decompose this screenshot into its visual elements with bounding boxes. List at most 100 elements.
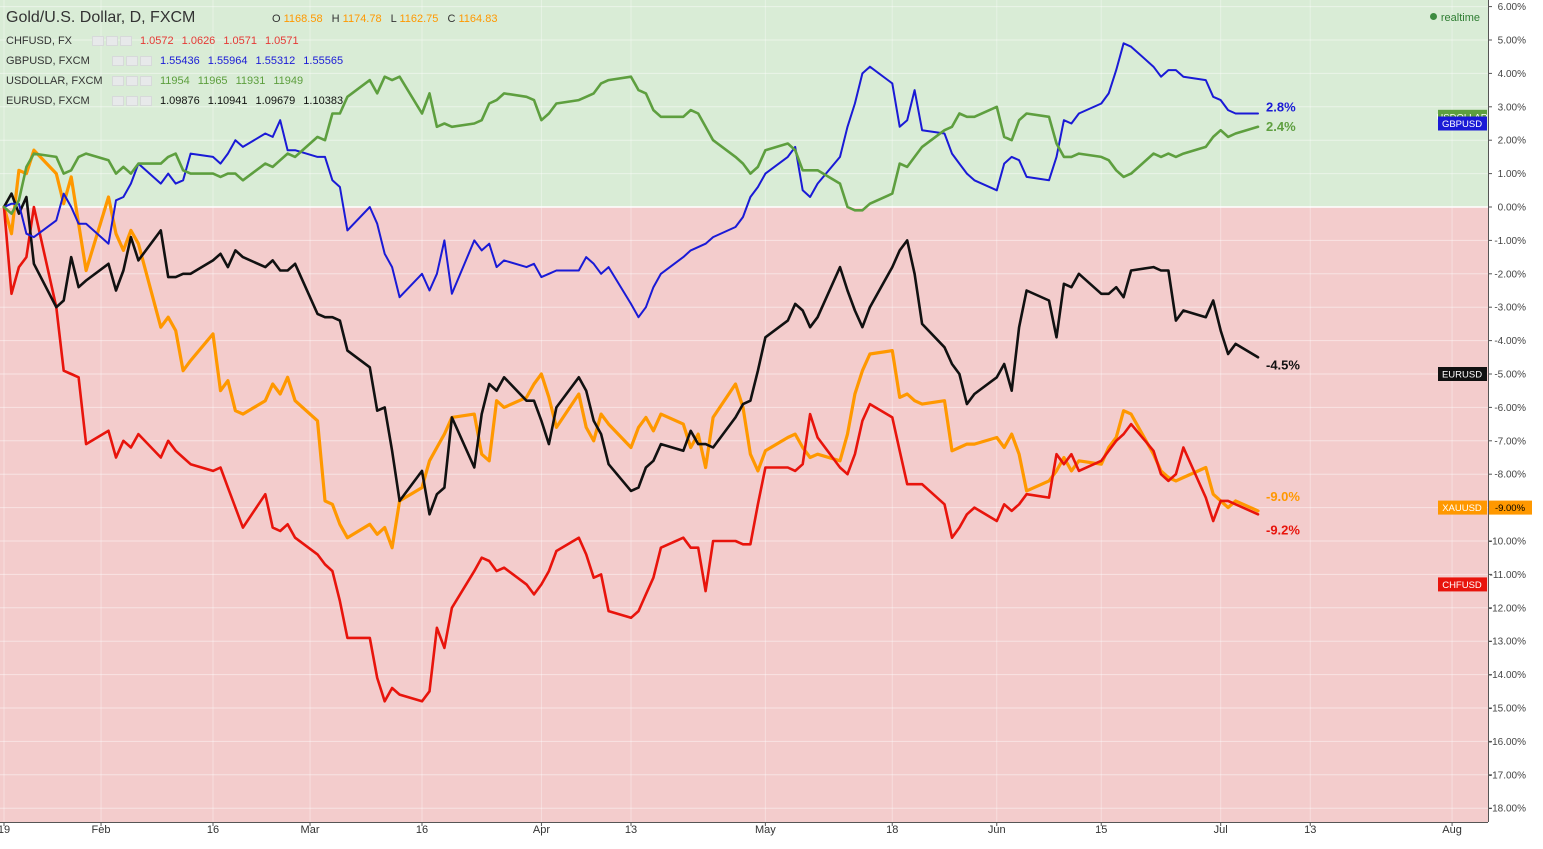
series-end-label-chfusd: -9.2%	[1266, 522, 1300, 537]
x-tick-label: 16	[207, 824, 219, 836]
x-tick-label: 13	[1304, 824, 1316, 836]
x-tick-label: Apr	[533, 824, 550, 836]
zone-negative	[0, 207, 1488, 822]
series-line-usdollar[interactable]	[2, 75, 1260, 215]
main-symbol-title[interactable]: Gold/U.S. Dollar, D, FXCM	[6, 9, 196, 26]
y-tick-label: -5.00%	[1494, 370, 1526, 381]
compare-value: 1.09876	[160, 95, 200, 107]
x-tick-label: 15	[1095, 824, 1107, 836]
x-tick-label: Jul	[1214, 824, 1228, 836]
compare-value: 1.09679	[255, 95, 296, 107]
compare-row[interactable]: CHFUSD, FX 1.0572 1.0626 1.0571 1.0571	[6, 35, 299, 47]
compare-value: 1.0572	[140, 35, 174, 47]
x-tick-label: Jun	[988, 824, 1006, 836]
compare-row[interactable]: GBPUSD, FXCM 1.55436 1.55964 1.55312 1.55565	[6, 55, 343, 67]
y-tick-label: 4.00%	[1498, 69, 1526, 80]
y-tick-label: -16.00%	[1489, 737, 1526, 748]
settings-icon[interactable]	[106, 36, 118, 47]
x-tick-label: 18	[886, 824, 898, 836]
close-icon[interactable]	[140, 96, 152, 107]
y-tick-label: 6.00%	[1498, 2, 1526, 13]
y-tick-label: 2.00%	[1498, 136, 1526, 147]
high-value: 1174.78	[342, 13, 382, 25]
axis-tag-text-chfusd: CHFUSD	[1442, 580, 1482, 591]
y-tick-label: -10.00%	[1489, 537, 1526, 548]
compare-row[interactable]: USDOLLAR, FXCM 11954 11965 11931 11949	[6, 75, 303, 87]
x-tick-label: 19	[0, 824, 10, 836]
compare-value: 11954	[160, 75, 190, 87]
y-tick-label: -15.00%	[1489, 704, 1526, 715]
y-tick-label: -17.00%	[1489, 770, 1526, 781]
compare-value: 11965	[197, 75, 228, 87]
settings-icon[interactable]	[126, 96, 138, 107]
axis-tag-text-xauusd: XAUUSD	[1442, 503, 1482, 514]
y-tick-label: -18.00%	[1489, 804, 1526, 815]
axis-tag-gbpusd[interactable]	[1438, 116, 1487, 131]
compare-row[interactable]: EURUSD, FXCM 1.09876 1.10941 1.09679 1.10383	[6, 95, 343, 107]
time-axis-panel	[0, 822, 1488, 844]
compare-value: 1.0626	[181, 35, 216, 47]
close-icon[interactable]	[140, 56, 152, 67]
compare-value: 1.55964	[207, 55, 248, 67]
eye-icon[interactable]	[92, 36, 104, 47]
compare-symbol[interactable]: CHFUSD, FX	[6, 35, 72, 47]
axis-tag-text-eurusd: EURUSD	[1442, 370, 1482, 381]
series-end-label-xauusd: -9.0%	[1266, 489, 1300, 504]
compare-value: 1.0571	[223, 35, 257, 47]
close-label: C	[447, 13, 456, 25]
open-label: O	[272, 13, 281, 25]
status-dot-icon	[1429, 13, 1437, 20]
axis-tag-value-text-xauusd: -9.00%	[1495, 503, 1526, 514]
y-tick-label: -3.00%	[1494, 303, 1526, 314]
compare-value: 1.10383	[303, 95, 344, 107]
compare-symbol[interactable]: GBPUSD, FXCM	[6, 55, 90, 67]
compare-value: 1.0571	[264, 35, 299, 47]
series-end-label-usdollar: 2.4%	[1266, 119, 1296, 134]
y-tick-label: 3.00%	[1498, 102, 1526, 113]
x-tick-label: May	[755, 824, 776, 836]
low-value: 1162.75	[399, 13, 439, 25]
realtime-indicator: realtime	[1429, 12, 1480, 24]
compare-value: 1.55436	[160, 55, 200, 67]
compare-symbol[interactable]: USDOLLAR, FXCM	[6, 75, 103, 87]
series-line-gbpusd[interactable]	[3, 42, 1259, 319]
low-label: L	[390, 13, 397, 25]
y-tick-label: -4.00%	[1494, 336, 1526, 347]
x-tick-label: Aug	[1442, 824, 1462, 836]
compare-symbol[interactable]: EURUSD, FXCM	[6, 95, 90, 107]
compare-value: 11949	[273, 75, 304, 87]
settings-icon[interactable]	[126, 56, 138, 67]
close-icon[interactable]	[140, 76, 152, 87]
ohlc-readout: O 1168.58 H 1174.78 L 1162.75 C 1164.83	[266, 13, 497, 25]
eye-icon[interactable]	[112, 76, 124, 87]
open-value: 1168.58	[283, 13, 323, 25]
y-tick-label: 1.00%	[1498, 169, 1526, 180]
series-line-xauusd[interactable]	[2, 148, 1260, 550]
compare-value: 1.55312	[255, 55, 296, 67]
zone-positive	[0, 0, 1488, 207]
axis-tag-xauusd[interactable]	[1438, 500, 1487, 515]
compare-value: 1.10941	[207, 95, 248, 107]
compare-value: 1.55565	[303, 55, 344, 67]
axis-tag-text-gbpusd: GBPUSD	[1442, 119, 1482, 130]
axis-tag-eurusd[interactable]	[1438, 367, 1487, 381]
y-tick-label: 0.00%	[1498, 203, 1526, 214]
axis-tag-chfusd[interactable]	[1438, 577, 1487, 592]
x-tick-label: Feb	[92, 824, 111, 836]
price-axis-panel	[1488, 0, 1543, 844]
y-tick-label: -7.00%	[1494, 436, 1526, 447]
eye-icon[interactable]	[112, 56, 124, 67]
series-end-label-gbpusd: 2.8%	[1266, 99, 1296, 114]
series-line-eurusd[interactable]	[2, 192, 1260, 516]
y-tick-label: -1.00%	[1494, 236, 1526, 247]
x-tick-label: 13	[625, 824, 637, 836]
eye-icon[interactable]	[112, 96, 124, 107]
settings-icon[interactable]	[126, 76, 138, 87]
x-tick-label: Mar	[301, 824, 320, 836]
series-line-chfusd[interactable]	[2, 205, 1260, 703]
y-tick-label: -11.00%	[1489, 570, 1526, 581]
close-icon[interactable]	[120, 36, 132, 47]
x-tick-label: 16	[416, 824, 428, 836]
